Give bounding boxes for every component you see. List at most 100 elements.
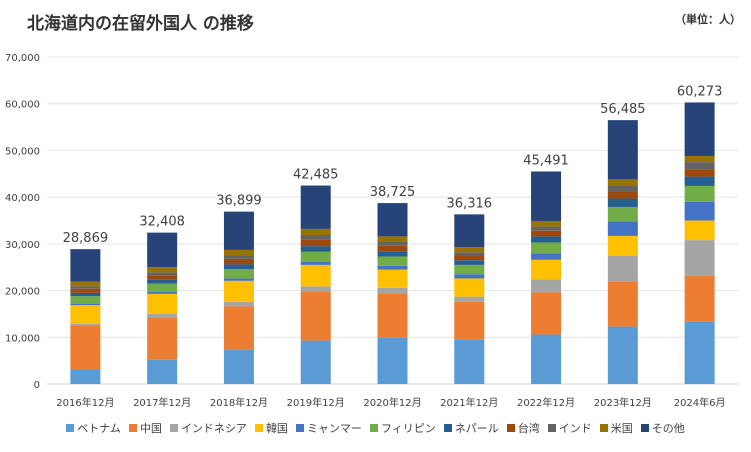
bar-segment (454, 255, 485, 261)
bar-segment (607, 120, 638, 180)
bar-segment (377, 245, 408, 252)
bar-segment (454, 301, 485, 340)
bar-segment (454, 252, 485, 256)
bar-segment (607, 191, 638, 199)
legend-item: 米国 (599, 420, 633, 436)
bar-segment (377, 287, 408, 294)
chart-legend: ベトナム 中国 インドネシア 韓国 ミャンマー フィリピン ネパール 台湾 インド 米国 その他 (0, 420, 751, 436)
bar-segment (223, 255, 254, 259)
bar-segment (377, 236, 408, 242)
x-tick-label: 2016年12月 (56, 396, 114, 409)
bar-segment (607, 206, 638, 222)
bar-segment (147, 272, 178, 276)
bar-segment (223, 306, 254, 350)
bar-segment (147, 293, 178, 314)
legend-item: インド (547, 420, 592, 436)
y-tick-label: 50,000 (5, 146, 40, 157)
legend-label: インド (558, 422, 592, 435)
bar-segment (300, 234, 331, 240)
legend-label: 台湾 (517, 422, 540, 435)
bar-segment (147, 283, 178, 292)
total-data-label: 32,408 (139, 215, 185, 230)
total-data-label: 42,485 (293, 168, 339, 183)
legend-swatch (547, 424, 556, 432)
total-data-label: 38,725 (370, 185, 416, 200)
legend-label: 米国 (610, 422, 633, 435)
x-tick-label: 2017年12月 (133, 396, 191, 409)
legend-item: その他 (640, 420, 685, 436)
bar-segment (607, 281, 638, 327)
bar-segment (531, 259, 562, 280)
bar-segment (70, 325, 101, 370)
bar-segment (531, 220, 562, 227)
y-tick-label: 40,000 (5, 193, 40, 204)
bar-segment (377, 293, 408, 338)
bar-segment (223, 301, 254, 307)
x-tick-label: 2018年12月 (210, 396, 268, 409)
bar-segment (684, 321, 715, 384)
legend-item: ネパール (443, 420, 499, 436)
bar-segment (300, 264, 331, 287)
legend-swatch (295, 424, 304, 432)
legend-item: 韓国 (254, 420, 288, 436)
bar-segment (607, 235, 638, 257)
bar-segment (531, 279, 562, 293)
bar-segment (223, 269, 254, 279)
legend-item: フィリピン (369, 420, 436, 436)
bar-segment (70, 292, 101, 297)
legend-swatch (640, 424, 649, 432)
y-tick-label: 20,000 (5, 287, 40, 298)
y-tick-label: 10,000 (5, 333, 40, 344)
legend-label: ミャンマー (306, 422, 362, 435)
legend-label: 中国 (139, 422, 162, 435)
x-tick-label: 2020年12月 (363, 396, 421, 409)
bar-segment (70, 323, 101, 326)
total-data-label: 28,869 (63, 231, 109, 246)
bar-segment (607, 179, 638, 186)
bar-segment (454, 339, 485, 384)
bar-segment (684, 240, 715, 276)
bar-segment (377, 256, 408, 266)
bar-segment (531, 253, 562, 260)
bar-segment (454, 260, 485, 265)
legend-item: インドネシア (169, 420, 247, 436)
bar-segment (300, 261, 331, 265)
bar-segment (300, 239, 331, 247)
bar-segment (377, 269, 408, 288)
bar-segment (147, 291, 178, 294)
bar-segment (70, 249, 101, 282)
x-tick-label: 2023年12月 (594, 396, 652, 409)
bar-segment (223, 280, 254, 302)
bar-segment (70, 369, 101, 384)
bar-segment (531, 236, 562, 243)
x-tick-label: 2022年12月 (517, 396, 575, 409)
bar-segment (70, 281, 101, 287)
bar-segment (377, 203, 408, 237)
bar-segment (684, 102, 715, 157)
bar-segment (70, 305, 101, 324)
legend-item: ミャンマー (295, 420, 362, 436)
bar-segment (70, 296, 101, 304)
legend-label: 韓国 (265, 422, 288, 435)
bar-segment (454, 264, 485, 275)
legend-label: フィリピン (380, 422, 436, 435)
total-data-label: 36,899 (216, 194, 262, 209)
bar-segment (684, 156, 715, 163)
bar-segment (223, 249, 254, 256)
legend-item: ベトナム (66, 420, 121, 436)
total-data-label: 56,485 (600, 102, 646, 117)
bar-segment (377, 241, 408, 246)
bar-segment (607, 256, 638, 282)
bar-segment (300, 291, 331, 341)
bar-segment (223, 211, 254, 250)
legend-label: その他 (651, 422, 685, 435)
bar-segment (147, 232, 178, 268)
bar-segment (70, 288, 101, 293)
bar-segment (223, 278, 254, 281)
bar-segment (531, 226, 562, 231)
total-data-label: 45,491 (523, 153, 569, 168)
legend-swatch (443, 424, 452, 432)
bar-segment (454, 214, 485, 248)
y-tick-label: 0 (34, 380, 40, 391)
stacked-bar-chart: 0 10,000 20,000 30,000 40,000 50,000 60,000 70,… (5, 53, 738, 409)
